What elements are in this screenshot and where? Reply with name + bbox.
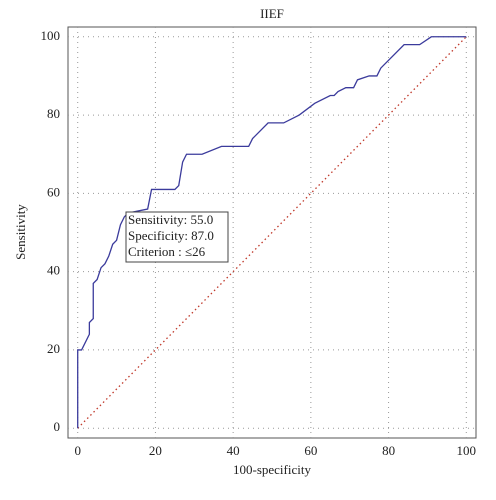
x-tick-label: 0	[74, 443, 81, 458]
reference-line	[77, 36, 467, 429]
roc-curve	[77, 36, 467, 429]
y-tick-label: 20	[47, 341, 60, 356]
y-axis-label: Sensitivity	[13, 204, 28, 260]
annotation-text: Criterion : ≤26	[128, 244, 206, 259]
y-tick-label: 60	[47, 184, 60, 199]
x-tick-label: 80	[382, 443, 395, 458]
annotation-text: Specificity: 87.0	[128, 228, 214, 243]
x-tick-label: 20	[149, 443, 162, 458]
x-tick-label: 100	[457, 443, 477, 458]
x-tick-label: 40	[227, 443, 240, 458]
y-tick-label: 40	[47, 263, 60, 278]
annotation-text: Sensitivity: 55.0	[128, 212, 213, 227]
x-axis-label: 100-specificity	[233, 462, 311, 477]
y-tick-label: 100	[41, 28, 61, 43]
chart-title: IIEF	[260, 6, 284, 21]
y-tick-label: 0	[54, 419, 61, 434]
y-tick-label: 80	[47, 106, 60, 121]
plot-frame	[67, 26, 477, 439]
annotation-box	[125, 211, 229, 263]
x-tick-label: 60	[304, 443, 317, 458]
